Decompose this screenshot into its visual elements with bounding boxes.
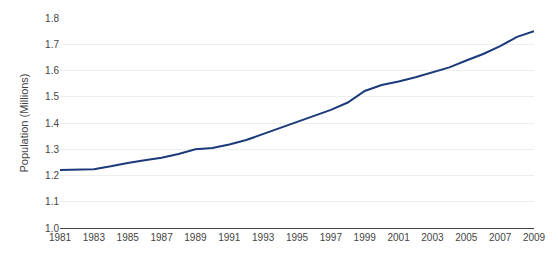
svg-text:1981: 1981	[49, 232, 72, 243]
svg-text:1.2: 1.2	[45, 170, 59, 181]
svg-text:1985: 1985	[117, 232, 140, 243]
svg-text:1.5: 1.5	[45, 91, 59, 102]
svg-text:1993: 1993	[252, 232, 275, 243]
svg-text:1999: 1999	[354, 232, 377, 243]
svg-text:2003: 2003	[421, 232, 444, 243]
svg-text:1989: 1989	[184, 232, 207, 243]
svg-text:1.0: 1.0	[45, 223, 59, 234]
svg-text:1995: 1995	[286, 232, 309, 243]
svg-text:2001: 2001	[387, 232, 410, 243]
svg-text:2007: 2007	[489, 232, 512, 243]
svg-text:2005: 2005	[455, 232, 478, 243]
svg-text:1983: 1983	[83, 232, 106, 243]
svg-text:1.3: 1.3	[45, 144, 59, 155]
svg-text:1991: 1991	[218, 232, 241, 243]
svg-text:1.4: 1.4	[45, 118, 59, 129]
svg-text:1.6: 1.6	[45, 65, 59, 76]
svg-text:1.1: 1.1	[45, 196, 59, 207]
svg-text:1.8: 1.8	[45, 13, 59, 24]
svg-text:1987: 1987	[150, 232, 173, 243]
svg-text:2009: 2009	[523, 232, 546, 243]
svg-text:Population (Millions): Population (Millions)	[18, 73, 30, 172]
svg-text:1.7: 1.7	[45, 39, 59, 50]
svg-text:1997: 1997	[320, 232, 343, 243]
